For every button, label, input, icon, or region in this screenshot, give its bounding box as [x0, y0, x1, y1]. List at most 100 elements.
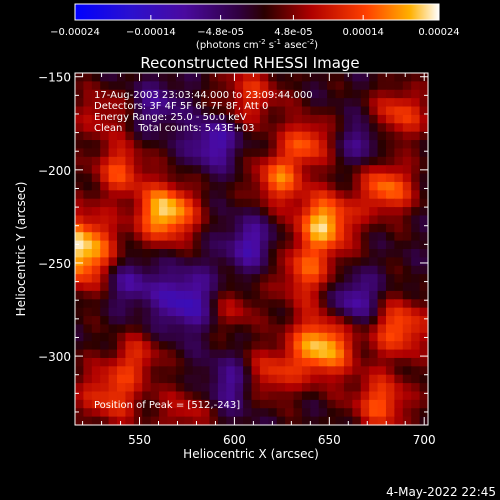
heatmap-cell [385, 408, 395, 418]
heatmap-cell [394, 148, 404, 158]
heatmap-cell [201, 383, 211, 393]
heatmap-cell [243, 140, 253, 150]
heatmap-cell [343, 232, 353, 242]
heatmap-cell [394, 232, 404, 242]
colorbar-tick-label: −4.8e-05 [197, 27, 244, 38]
heatmap-cell [276, 173, 286, 183]
heatmap-cell [217, 106, 227, 116]
heatmap-cell [360, 173, 370, 183]
heatmap-cell [411, 81, 421, 91]
heatmap-cell [91, 290, 101, 300]
heatmap-cell [268, 324, 278, 334]
heatmap-cell [385, 316, 395, 326]
heatmap-cell [108, 366, 118, 376]
heatmap-cell [159, 307, 169, 317]
heatmap-cell [419, 123, 429, 133]
heatmap-cell [318, 324, 328, 334]
heatmap-cell [318, 408, 328, 418]
heatmap-cell [150, 215, 160, 225]
heatmap-cell [159, 249, 169, 258]
heatmap-cell [411, 257, 421, 267]
heatmap-cell [343, 89, 353, 99]
heatmap-cell [402, 140, 412, 150]
heatmap-cell [234, 416, 244, 426]
heatmap-cell [217, 357, 227, 367]
heatmap-cell [335, 349, 345, 359]
heatmap-cell [335, 106, 345, 116]
heatmap-cell [402, 190, 412, 200]
heatmap-cell [125, 106, 135, 116]
heatmap-cell [301, 81, 311, 91]
heatmap-cell [100, 106, 110, 116]
heatmap-cell [377, 89, 387, 99]
heatmap-cell [226, 399, 236, 409]
heatmap-cell [142, 408, 152, 418]
heatmap-cell [327, 215, 337, 225]
heatmap-cell [91, 274, 101, 284]
heatmap-cell [159, 198, 169, 208]
heatmap-cell [125, 316, 135, 326]
heatmap-cell [234, 349, 244, 359]
heatmap-cell [150, 114, 160, 124]
heatmap-cell [360, 416, 370, 426]
heatmap-cell [310, 332, 320, 342]
heatmap-cell [402, 232, 412, 242]
heatmap-cell [259, 215, 269, 225]
heatmap-cell [318, 89, 328, 99]
heatmap-cell [310, 391, 320, 401]
heatmap-cell [167, 332, 177, 342]
heatmap-cell [159, 173, 169, 183]
heatmap-cell [268, 156, 278, 166]
heatmap-cell [352, 249, 362, 258]
heatmap-cell [234, 215, 244, 225]
heatmap-cell [327, 81, 337, 91]
heatmap-cell [234, 383, 244, 393]
heatmap-cell [352, 131, 362, 141]
heatmap-cell [293, 207, 303, 217]
heatmap-cell [360, 290, 370, 300]
heatmap-cell [377, 282, 387, 292]
heatmap-cell [259, 274, 269, 284]
heatmap-cell [327, 73, 337, 82]
heatmap-cell [352, 73, 362, 82]
heatmap-cell [75, 349, 84, 359]
heatmap-cell [184, 140, 194, 150]
heatmap-cell [377, 73, 387, 82]
heatmap-cell [142, 98, 152, 108]
heatmap-cell [369, 131, 379, 141]
heatmap-cell [217, 257, 227, 267]
heatmap-cell [117, 148, 127, 158]
heatmap-cell [268, 341, 278, 351]
heatmap-cell [343, 341, 353, 351]
heatmap-cell [385, 282, 395, 292]
heatmap-cell [301, 114, 311, 124]
heatmap-cell [402, 249, 412, 258]
heatmap-cell [125, 282, 135, 292]
heatmap-cell [167, 106, 177, 116]
heatmap-cell [234, 165, 244, 175]
heatmap-cell [125, 299, 135, 309]
heatmap-cell [75, 81, 84, 91]
heatmap-cell [83, 307, 93, 317]
heatmap-cell [83, 332, 93, 342]
heatmap-cell [159, 332, 169, 342]
heatmap-cell [327, 232, 337, 242]
heatmap-cell [226, 89, 236, 99]
heatmap-cell [343, 282, 353, 292]
heatmap-cell [226, 106, 236, 116]
heatmap-cell [276, 265, 286, 275]
heatmap-cell [268, 232, 278, 242]
heatmap-cell [234, 274, 244, 284]
heatmap-cell [150, 399, 160, 409]
heatmap-cell [175, 274, 185, 284]
heatmap-cell [343, 223, 353, 233]
heatmap-cell [175, 106, 185, 116]
heatmap-cell [234, 123, 244, 133]
heatmap-cell [360, 341, 370, 351]
heatmap-cell [125, 190, 135, 200]
heatmap-cell [402, 307, 412, 317]
heatmap-cell [301, 89, 311, 99]
heatmap-cell [343, 81, 353, 91]
heatmap-cell [117, 114, 127, 124]
heatmap-cell [125, 274, 135, 284]
